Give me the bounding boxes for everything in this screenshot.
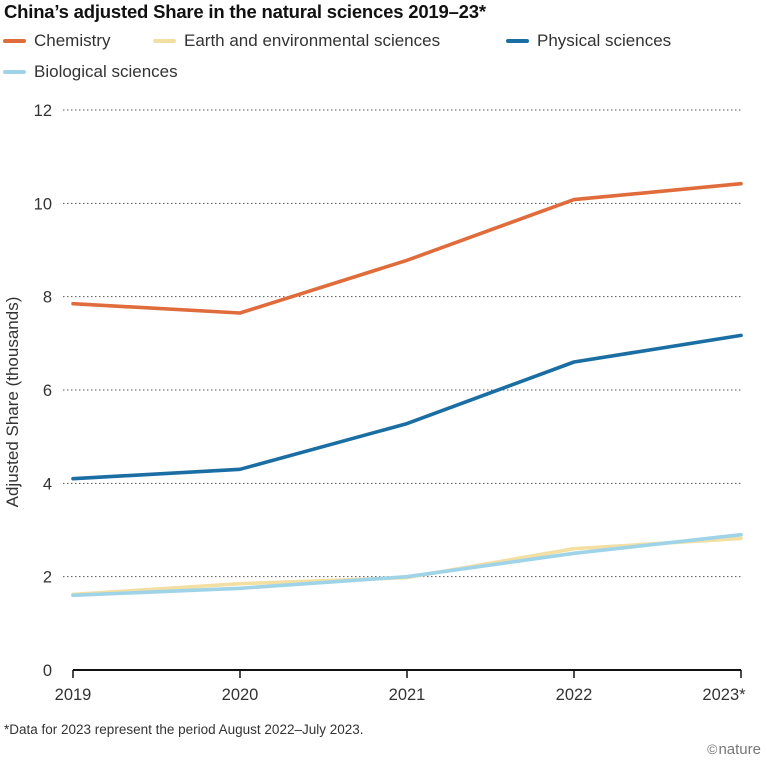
legend-swatch-physical [506,39,529,43]
legend-swatch-chemistry [3,39,26,43]
y-tick-label: 10 [34,195,52,213]
x-tick-label: 2021 [389,686,426,704]
legend-item-chemistry: Chemistry [3,31,111,51]
legend-item-biological: Biological sciences [3,62,178,82]
series-line-biological-sciences [71,532,743,598]
y-tick-label: 6 [43,382,52,400]
y-tick-label: 12 [34,102,52,120]
x-tick-marks [72,670,742,678]
x-tick-labels: 2019 2020 2021 2022 2023* [55,686,746,704]
chart-title: China’s adjusted Share in the natural sc… [4,1,486,22]
series-line-physical-sciences [71,333,743,481]
legend-label-earth-environmental: Earth and environmental sciences [184,31,441,50]
x-tick-label: 2022 [556,686,593,704]
y-tick-label: 0 [43,662,52,680]
copyright-symbol: © [707,741,718,757]
legend-label-physical: Physical sciences [537,31,672,50]
footnote: *Data for 2023 represent the period Augu… [4,722,364,737]
legend-swatch-biological [3,70,26,74]
gridlines [63,109,741,578]
legend-swatch-earth-environmental [153,39,176,43]
legend-item-earth-environmental: Earth and environmental sciences [153,31,440,51]
series-line-chemistry [71,181,743,315]
x-tick-label: 2019 [55,686,92,704]
legend-label-biological: Biological sciences [34,62,178,81]
y-tick-labels: 0 2 4 6 8 10 12 [34,102,52,680]
y-axis-label: Adjusted Share (thousands) [3,297,22,508]
x-tick-label: 2020 [222,686,259,704]
y-tick-label: 8 [43,289,52,307]
legend-item-physical: Physical sciences [506,31,671,51]
legend-label-chemistry: Chemistry [34,31,111,50]
nature-credit: ©nature [707,741,761,758]
y-tick-label: 2 [43,569,52,587]
y-tick-label: 4 [43,475,52,493]
x-tick-label: 2023* [702,686,746,704]
credit-name: nature [718,741,761,758]
series-lines [71,181,743,598]
